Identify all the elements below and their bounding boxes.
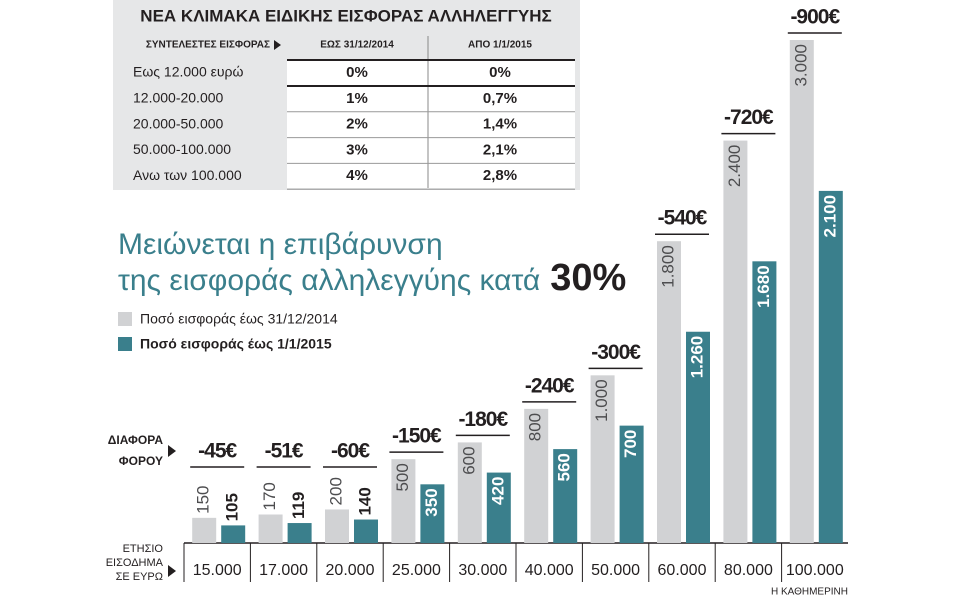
bar <box>221 525 246 543</box>
value-label: 150 <box>194 485 213 513</box>
chart-title: της εισφοράς αλληλεγγύης κατά <box>118 264 540 297</box>
table-header: ΣΥΝΤΕΛΕΣΤΕΣ ΕΙΣΦΟΡΑΣ <box>146 40 270 51</box>
difference-label: -150€ <box>392 425 442 448</box>
row-label: 50.000-100.000 <box>133 141 231 157</box>
bar <box>590 375 615 543</box>
value-label: 170 <box>260 482 279 510</box>
chart-title: Μειώνεται η επιβάρυνση <box>118 228 443 261</box>
difference-label: -720€ <box>724 106 774 129</box>
legend-swatch <box>118 312 132 326</box>
bar <box>486 472 511 543</box>
value-label: 560 <box>555 453 574 481</box>
x-tick-label: 20.000 <box>326 562 375 579</box>
bar <box>258 514 283 543</box>
x-tick-label: 60.000 <box>658 562 707 579</box>
row-value: 2,1% <box>483 141 517 158</box>
bar <box>789 40 814 543</box>
difference-label: -45€ <box>198 440 237 463</box>
arrow <box>168 445 176 457</box>
x-tick-label: 25.000 <box>392 562 441 579</box>
x-tick-label: 30.000 <box>458 562 507 579</box>
value-label: 1.000 <box>592 379 611 422</box>
bar <box>686 331 710 543</box>
bar <box>354 519 378 543</box>
bar <box>391 459 416 543</box>
value-label: 105 <box>223 493 242 521</box>
row-value: 2,8% <box>483 167 517 184</box>
difference-label: -900€ <box>790 6 840 29</box>
value-label: 420 <box>488 477 507 505</box>
difference-label: -540€ <box>658 207 708 230</box>
bar <box>657 241 681 543</box>
bar <box>619 425 644 543</box>
arrow <box>168 565 176 577</box>
legend-swatch <box>118 337 132 351</box>
row-value: 2% <box>346 116 368 133</box>
difference-label: -300€ <box>591 341 641 364</box>
value-label: 3.000 <box>791 44 810 87</box>
row-value: 0,7% <box>483 90 517 107</box>
x-tick-label: 15.000 <box>193 562 242 579</box>
row-value: 0% <box>346 64 368 81</box>
bar <box>420 484 445 543</box>
bar <box>457 442 482 543</box>
value-label: 700 <box>621 430 640 458</box>
row-value: 0% <box>489 64 511 81</box>
x-tick-label: 80.000 <box>724 562 773 579</box>
table-header: ΕΩΣ 31/12/2014 <box>320 40 394 51</box>
bar <box>192 517 217 543</box>
x-tick-label: 40.000 <box>525 562 574 579</box>
table-cells <box>287 60 575 188</box>
value-label: 800 <box>526 413 545 441</box>
value-label: 1.800 <box>658 245 677 288</box>
x-axis-label: ΣΕ ΕΥΡΩ <box>116 571 163 583</box>
value-label: 2.100 <box>820 195 839 238</box>
value-label: 600 <box>459 446 478 474</box>
row-value: 1,4% <box>483 116 517 133</box>
row-value: 1% <box>346 90 368 107</box>
chart-title-highlight: 30% <box>550 257 626 299</box>
row-label: Εως 12.000 ευρώ <box>133 64 243 80</box>
bar <box>752 261 777 543</box>
difference-label: -180€ <box>458 408 508 431</box>
source: Η ΚΑΘΗΜΕΡΙΝΗ <box>771 587 848 598</box>
value-label: 500 <box>393 463 412 491</box>
x-axis-label: ΕΤΗΣΙΟ <box>123 543 164 555</box>
value-label: 200 <box>326 477 345 505</box>
row-value: 3% <box>346 141 368 158</box>
value-label: 140 <box>355 487 374 515</box>
row-label: 12.000-20.000 <box>133 90 224 106</box>
difference-label: -51€ <box>265 440 304 463</box>
difference-label: -60€ <box>331 440 370 463</box>
value-label: 119 <box>289 492 308 519</box>
legend-label: Ποσό εισφοράς έως 31/12/2014 <box>140 311 338 327</box>
bar <box>287 523 312 543</box>
difference-title: ΔΙΑΦΟΡΑ <box>108 433 164 447</box>
table-title: ΝΕΑ ΚΛΙΜΑΚΑ ΕΙΔΙΚΗΣ ΕΙΣΦΟΡΑΣ ΑΛΛΗΛΕΓΓΥΗΣ <box>140 6 551 25</box>
x-tick-label: 50.000 <box>591 562 640 579</box>
value-label: 1.260 <box>687 336 706 379</box>
row-label: 20.000-50.000 <box>133 115 224 131</box>
difference-label: -240€ <box>525 374 575 397</box>
x-tick-label: 100.000 <box>786 562 844 579</box>
legend-label: Ποσό εισφοράς έως 1/1/2015 <box>140 336 332 352</box>
value-label: 350 <box>422 488 441 516</box>
bar <box>325 509 349 543</box>
x-axis-label: ΕΙΣΟΔΗΜΑ <box>106 557 164 569</box>
row-label: Ανω των 100.000 <box>133 167 242 183</box>
value-label: 2.400 <box>725 145 744 188</box>
bar <box>553 449 578 543</box>
bar <box>524 408 549 543</box>
difference-title: ΦΟΡΟΥ <box>119 454 163 468</box>
table-header: ΑΠΟ 1/1/2015 <box>468 40 532 51</box>
value-label: 1.680 <box>754 265 773 308</box>
arrow <box>274 40 281 50</box>
x-tick-label: 17.000 <box>259 562 308 579</box>
bar <box>818 190 843 543</box>
bar <box>723 140 748 543</box>
row-value: 4% <box>346 167 368 184</box>
